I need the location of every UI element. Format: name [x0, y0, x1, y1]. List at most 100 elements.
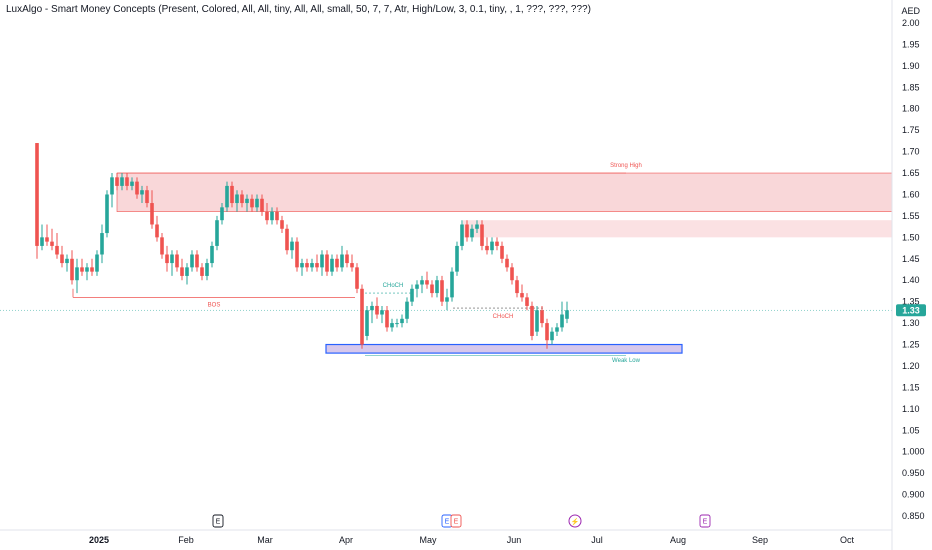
candle-body[interactable] [385, 310, 389, 328]
candle-body[interactable] [225, 185, 229, 208]
candle-body[interactable] [60, 254, 64, 264]
candle-body[interactable] [525, 297, 529, 306]
candle-body[interactable] [340, 254, 344, 268]
candle-body[interactable] [100, 233, 104, 255]
candle-body[interactable] [270, 211, 274, 221]
candle-body[interactable] [185, 267, 189, 276]
candle-body[interactable] [55, 245, 59, 255]
candle-body[interactable] [560, 314, 564, 328]
candle-body[interactable] [35, 143, 39, 246]
candle-body[interactable] [315, 263, 319, 268]
candle-body[interactable] [390, 323, 394, 328]
candle-body[interactable] [505, 258, 509, 268]
candle-body[interactable] [380, 310, 384, 315]
candle-body[interactable] [80, 267, 84, 272]
candle-body[interactable] [150, 203, 154, 225]
candle-body[interactable] [235, 194, 239, 204]
candle-body[interactable] [355, 267, 359, 289]
candle-body[interactable] [330, 258, 334, 272]
candle-body[interactable] [445, 297, 449, 302]
candle-body[interactable] [120, 177, 124, 186]
candle-body[interactable] [155, 224, 159, 238]
candle-body[interactable] [125, 177, 129, 186]
earnings-event-icon[interactable] [212, 514, 224, 528]
candle-body[interactable] [295, 241, 299, 268]
candle-body[interactable] [325, 254, 329, 272]
candle-body[interactable] [220, 207, 224, 221]
candle-body[interactable] [170, 254, 174, 264]
candle-body[interactable] [140, 190, 144, 195]
candle-body[interactable] [310, 263, 314, 268]
candle-body[interactable] [195, 254, 199, 268]
candle-body[interactable] [495, 241, 499, 246]
candle-body[interactable] [115, 177, 119, 186]
candle-body[interactable] [365, 310, 369, 336]
candle-body[interactable] [400, 318, 404, 324]
candle-body[interactable] [205, 263, 209, 276]
candle-body[interactable] [70, 258, 74, 281]
candle-body[interactable] [250, 198, 254, 208]
candle-body[interactable] [420, 280, 424, 285]
candle-body[interactable] [415, 284, 419, 289]
candle-body[interactable] [430, 284, 434, 294]
candle-body[interactable] [45, 237, 49, 242]
candle-body[interactable] [260, 198, 264, 212]
candle-body[interactable] [180, 267, 184, 276]
candle-body[interactable] [305, 263, 309, 268]
candle-body[interactable] [240, 194, 244, 204]
candle-body[interactable] [275, 211, 279, 221]
candle-body[interactable] [480, 224, 484, 246]
candle-body[interactable] [455, 245, 459, 272]
candle-body[interactable] [530, 305, 534, 336]
candle-body[interactable] [320, 254, 324, 268]
candle-body[interactable] [510, 267, 514, 281]
candle-body[interactable] [145, 190, 149, 204]
candle-body[interactable] [565, 310, 569, 319]
candle-body[interactable] [245, 198, 249, 204]
candle-body[interactable] [345, 254, 349, 264]
candle-body[interactable] [435, 280, 439, 294]
candle-body[interactable] [90, 267, 94, 272]
candle-body[interactable] [475, 224, 479, 229]
candle-body[interactable] [190, 254, 194, 268]
candle-body[interactable] [440, 280, 444, 302]
candle-body[interactable] [175, 254, 179, 268]
candle-body[interactable] [215, 220, 219, 246]
candle-body[interactable] [450, 271, 454, 298]
candle-body[interactable] [395, 323, 399, 325]
candle-body[interactable] [300, 263, 304, 268]
candle-body[interactable] [280, 220, 284, 229]
candle-body[interactable] [95, 254, 99, 272]
candle-body[interactable] [265, 211, 269, 221]
candle-body[interactable] [75, 267, 79, 281]
candle-body[interactable] [40, 237, 44, 246]
candle-body[interactable] [500, 245, 504, 259]
candle-body[interactable] [230, 185, 234, 204]
candle-body[interactable] [410, 288, 414, 302]
candle-body[interactable] [85, 267, 89, 272]
candle-body[interactable] [255, 198, 259, 208]
candle-body[interactable] [160, 237, 164, 255]
candle-body[interactable] [460, 224, 464, 246]
candle-body[interactable] [210, 245, 214, 264]
candle-body[interactable] [485, 245, 489, 251]
candle-body[interactable] [285, 228, 289, 251]
candle-body[interactable] [65, 258, 69, 264]
dividend-event-icon[interactable] [568, 514, 582, 528]
earnings-event-icon[interactable] [450, 514, 462, 528]
candle-body[interactable] [135, 181, 139, 195]
candle-body[interactable] [490, 241, 494, 251]
candle-body[interactable] [545, 323, 549, 341]
candle-body[interactable] [375, 305, 379, 315]
candle-body[interactable] [105, 194, 109, 234]
candle-body[interactable] [110, 177, 114, 195]
candle-body[interactable] [360, 288, 364, 345]
candle-body[interactable] [50, 241, 54, 246]
candle-body[interactable] [130, 181, 134, 186]
candle-body[interactable] [370, 305, 374, 311]
candle-body[interactable] [515, 280, 519, 294]
candle-body[interactable] [465, 224, 469, 238]
candle-body[interactable] [350, 263, 354, 268]
candle-body[interactable] [550, 331, 554, 341]
